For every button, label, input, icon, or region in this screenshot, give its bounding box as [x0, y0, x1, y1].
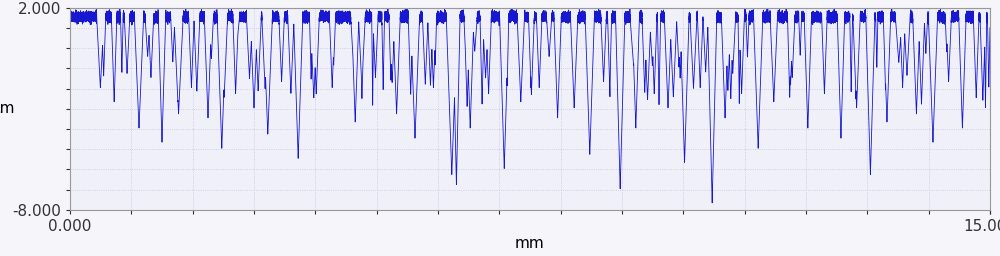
- Text: mm: mm: [515, 236, 545, 251]
- Text: μm: μm: [0, 101, 15, 116]
